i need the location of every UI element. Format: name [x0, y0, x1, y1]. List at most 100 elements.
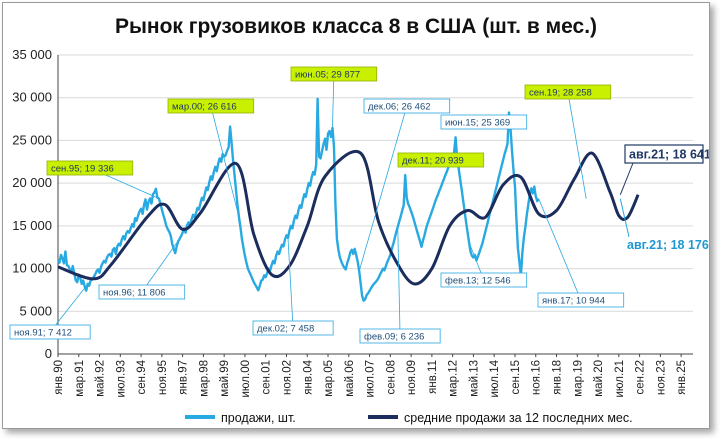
data-label: фев.13; 12 546 — [440, 241, 528, 288]
data-label-text: фев.09; 6 236 — [364, 332, 424, 343]
data-label-box — [9, 324, 91, 340]
x-tick-label: ноя.23 — [655, 360, 667, 395]
data-label-box — [98, 284, 186, 300]
data-label-leader — [49, 280, 91, 333]
y-tick-label: 5 000 — [19, 303, 52, 318]
y-tick-label: 0 — [45, 346, 52, 361]
series-lines — [56, 97, 640, 302]
data-label: янв.17; 10 944 — [537, 198, 625, 308]
data-label: авг.21; 18 176 — [619, 198, 709, 252]
gridlines — [57, 54, 693, 355]
data-label-leader — [332, 73, 335, 128]
x-tick-label: янв.25 — [676, 360, 688, 395]
data-label: фев.09; 6 236 — [359, 226, 441, 344]
data-label-box — [46, 160, 134, 176]
data-label-leader — [141, 238, 180, 293]
data-label: сен.95; 19 336 — [46, 160, 160, 199]
x-tick-label: янв.04 — [302, 359, 314, 394]
x-tick-label: май.99 — [219, 360, 231, 397]
data-label-box — [624, 144, 704, 164]
sales-series-line — [56, 97, 540, 302]
data-annotations: ноя.91; 7 412 сен.95; 19 336 ноя.96; 11 80… — [9, 66, 709, 344]
data-label: ноя.91; 7 412 — [9, 280, 91, 340]
legend-average-label: средние продажи за 12 последних мес. — [404, 411, 633, 425]
chart-title: Рынок грузовиков класса 8 в США (шт. в м… — [115, 15, 597, 38]
data-label-leader — [397, 226, 401, 337]
data-label-box — [440, 114, 528, 130]
chart-frame: Рынок грузовиков класса 8 в США (шт. в м… — [2, 2, 710, 429]
data-label-text: авг.21; 18 641 — [629, 148, 709, 162]
x-tick-label: ноя.09 — [406, 360, 418, 395]
data-label-box — [359, 328, 441, 344]
x-tick-label: ноя.16 — [531, 360, 543, 395]
data-label-box — [524, 84, 612, 100]
x-tick-label: май.20 — [593, 360, 605, 397]
x-tick-label: мар.05 — [323, 360, 335, 397]
y-tick-label: 10 000 — [12, 261, 52, 276]
x-tick-label: июл.14 — [489, 359, 501, 397]
data-label-text: ноя.96; 11 806 — [103, 288, 166, 299]
x-tick-label: май.13 — [468, 360, 480, 397]
data-label-text: авг.21; 18 176 — [627, 238, 709, 252]
data-label-leader — [287, 237, 294, 329]
data-label: ноя.96; 11 806 — [98, 238, 186, 300]
data-label: июн.15; 25 369 — [440, 114, 528, 130]
x-tick-label: мар.19 — [572, 360, 584, 397]
x-axis-ticks: янв.90 мар.91 май.92 июл.93 сен.94 ноя.95 янв.… — [53, 354, 688, 398]
data-label-leader — [210, 105, 240, 218]
data-label-leader — [619, 198, 630, 238]
x-tick-label: мар.12 — [448, 360, 460, 397]
y-tick-label: 15 000 — [12, 218, 52, 233]
x-tick-label: май.06 — [344, 360, 356, 397]
data-label-text: фев.13; 12 546 — [445, 276, 511, 287]
data-label: дек.02; 7 458 — [252, 237, 334, 336]
x-tick-label: сен.08 — [385, 360, 397, 394]
average-series-line — [57, 150, 640, 286]
data-label-leader — [538, 198, 582, 301]
data-label-box — [252, 320, 334, 336]
data-label-leader — [358, 105, 408, 272]
data-label-text: дек.02; 7 458 — [257, 324, 314, 335]
data-label-text: сен.19; 28 258 — [529, 88, 592, 99]
x-tick-label: янв.18 — [552, 360, 564, 395]
data-label-leader — [619, 162, 634, 195]
data-label-text: дек.06; 26 462 — [368, 102, 431, 113]
x-tick-label: июл.07 — [365, 360, 377, 398]
data-label-text: июн.15; 25 369 — [445, 118, 510, 129]
x-tick-label: май.92 — [95, 360, 107, 397]
data-label: сен.19; 28 258 — [524, 84, 612, 199]
data-label-text: янв.17; 10 944 — [542, 296, 605, 307]
data-label: авг.21; 18 641 — [619, 144, 709, 195]
data-label-text: июн.05; 29 877 — [295, 70, 360, 81]
data-label-text: ноя.91; 7 412 — [14, 328, 72, 339]
x-tick-label: янв.11 — [427, 360, 439, 394]
y-tick-label: 20 000 — [12, 175, 52, 190]
data-label-box — [537, 292, 625, 308]
data-label: мар.00; 26 616 — [167, 98, 255, 218]
data-label: дек.11; 20 939 — [397, 152, 485, 169]
x-tick-label: сен.15 — [510, 360, 522, 394]
y-tick-label: 25 000 — [12, 132, 52, 147]
y-tick-label: 35 000 — [12, 47, 52, 62]
data-label-box — [290, 66, 378, 82]
x-tick-label: янв.90 — [53, 360, 65, 395]
x-tick-label: сен.01 — [261, 360, 273, 394]
legend-sales-label: продажи, шт. — [221, 411, 296, 425]
x-tick-label: июл.93 — [115, 360, 127, 398]
x-tick-label: мар.91 — [74, 360, 86, 397]
data-label-box — [167, 98, 255, 114]
x-tick-label: мар.98 — [198, 360, 210, 397]
y-tick-label: 30 000 — [12, 90, 52, 105]
y-axis-ticks: 0 5 000 10 000 15 000 20 000 25 000 30 000 35 0… — [12, 47, 52, 361]
x-tick-label: сен.22 — [635, 360, 647, 394]
data-label: июн.05; 29 877 — [290, 66, 378, 128]
x-tick-label: сен.94 — [136, 359, 148, 394]
data-label-box — [363, 98, 451, 114]
x-tick-label: июл.00 — [240, 360, 252, 398]
data-label: дек.06; 26 462 — [358, 98, 451, 272]
data-label-text: сен.95; 19 336 — [51, 164, 114, 175]
data-label-box — [440, 272, 528, 288]
sales-chart: Рынок грузовиков класса 8 в США (шт. в м… — [9, 15, 709, 425]
data-label-box — [397, 152, 485, 168]
data-label-text: мар.00; 26 616 — [172, 102, 237, 113]
